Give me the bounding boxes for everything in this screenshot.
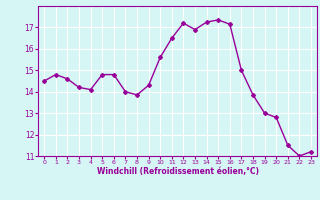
X-axis label: Windchill (Refroidissement éolien,°C): Windchill (Refroidissement éolien,°C) xyxy=(97,167,259,176)
